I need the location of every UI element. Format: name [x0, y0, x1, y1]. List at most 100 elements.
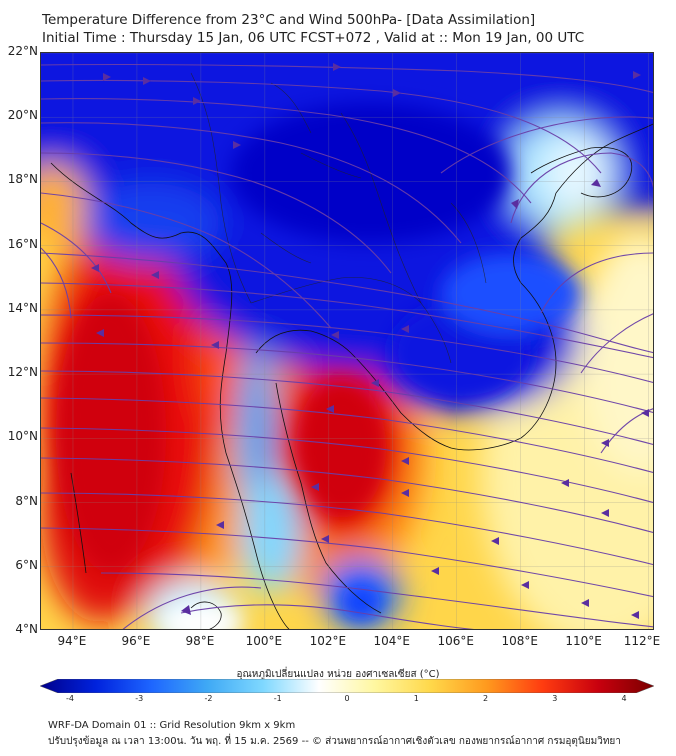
wind-arrow — [333, 63, 341, 71]
country-borders — [190, 72, 487, 364]
latitude-label: 20°N — [7, 108, 38, 123]
colorbar-tick-label: -4 — [66, 694, 74, 703]
wind-arrow — [511, 199, 519, 209]
streamline — [510, 152, 653, 224]
streamline — [41, 98, 532, 204]
longitude-label: 108°E — [501, 634, 538, 648]
wind-arrow — [211, 341, 219, 349]
wind-arrow — [601, 439, 609, 447]
wind-arrow — [491, 537, 499, 545]
streamline — [180, 604, 475, 629]
wind-arrow — [371, 379, 379, 387]
wind-arrow — [331, 331, 339, 339]
wind-arrow — [401, 457, 409, 465]
streamline — [41, 247, 72, 319]
wind-arrow — [401, 325, 409, 333]
streamline — [41, 527, 653, 598]
streamline — [41, 397, 653, 474]
colorbar-tick-label: -1 — [273, 694, 282, 703]
latitude-label: 18°N — [7, 172, 38, 187]
streamline — [41, 370, 653, 446]
colorbar — [40, 679, 654, 693]
footer-domain-info: WRF-DA Domain 01 :: Grid Resolution 9km … — [48, 720, 296, 731]
latitude-label: 4°N — [15, 622, 38, 636]
wind-arrow — [521, 581, 529, 589]
longitude-label: 110°E — [565, 634, 602, 648]
wind-arrow — [601, 509, 609, 517]
wind-arrow — [193, 97, 201, 105]
streamline — [41, 63, 653, 94]
streamline — [100, 572, 653, 628]
map-title-line1: Temperature Difference from 23°C and Win… — [42, 12, 536, 28]
streamline — [122, 586, 262, 629]
wind-arrow — [393, 89, 401, 97]
longitude-label: 94°E — [57, 634, 87, 648]
colorbar-tick-label: -2 — [204, 694, 213, 703]
temperature-field-detail — [56, 103, 581, 629]
colorbar-tick-label: 2 — [482, 694, 489, 703]
graticule — [41, 53, 653, 629]
streamline — [41, 492, 653, 566]
latitude-label: 8°N — [15, 493, 38, 508]
latitude-label: 6°N — [15, 557, 38, 572]
wind-arrow — [103, 73, 111, 81]
wind-arrow — [591, 179, 601, 187]
streamline — [41, 192, 332, 329]
longitude-label: 98°E — [185, 634, 215, 648]
streamline — [41, 427, 653, 504]
temperature-wind-map — [40, 52, 654, 630]
wind-arrow — [631, 611, 639, 619]
streamline — [41, 457, 653, 534]
streamline — [41, 282, 653, 359]
colorbar-title: อุณหภูมิเปลี่ยนแปลง หน่วย องศาเซลเซียส (… — [236, 669, 440, 680]
longitude-label: 100°E — [245, 634, 283, 648]
wind-arrow — [401, 489, 409, 497]
colorbar-gradient — [40, 679, 654, 693]
streamline — [540, 252, 653, 314]
colorbar-tick-label: 0 — [344, 694, 350, 703]
latitude-label: 14°N — [7, 300, 38, 315]
wind-arrow — [581, 599, 589, 607]
wind-arrow — [641, 409, 649, 417]
map-canvas — [41, 53, 653, 629]
longitude-label: 104°E — [373, 634, 411, 648]
wind-arrow — [561, 479, 569, 487]
wind-arrow — [143, 77, 151, 85]
longitude-label: 96°E — [121, 634, 151, 648]
colorbar-tick-label: 4 — [621, 694, 627, 703]
streamline — [41, 342, 653, 414]
wind-arrowheads — [91, 63, 649, 619]
map-title-line2: Initial Time : Thursday 15 Jan, 06 UTC F… — [42, 30, 585, 46]
wind-arrow — [216, 521, 224, 529]
wind-arrow — [181, 605, 191, 615]
streamline — [580, 313, 653, 374]
wind-arrow — [233, 141, 241, 149]
wind-arrow — [91, 264, 99, 272]
wind-streamlines — [41, 63, 653, 629]
wind-arrow — [96, 329, 104, 337]
streamline — [41, 122, 462, 244]
streamline — [41, 252, 653, 354]
wind-arrow — [326, 405, 334, 413]
latitude-label: 10°N — [7, 429, 38, 444]
wind-arrow — [321, 535, 329, 543]
latitude-label: 22°N — [7, 44, 38, 58]
wind-arrow — [151, 271, 159, 279]
longitude-label: 112°E — [623, 634, 661, 648]
colorbar-tick-label: 3 — [552, 694, 558, 703]
streamline — [41, 314, 653, 384]
streamline — [41, 152, 392, 274]
footer-update-info: ปรับปรุงข้อมูล ณ เวลา 13:00น. วัน พฤ. ที… — [48, 736, 621, 747]
latitude-label: 12°N — [7, 365, 38, 380]
coastlines — [50, 123, 653, 629]
streamline — [41, 222, 112, 294]
latitude-label: 16°N — [7, 236, 38, 251]
longitude-label: 102°E — [309, 634, 347, 648]
colorbar-tick-label: -3 — [135, 694, 144, 703]
longitude-label: 106°E — [437, 634, 474, 648]
wind-arrow — [633, 71, 641, 79]
colorbar-tick-label: 1 — [413, 694, 419, 703]
wind-arrow — [431, 567, 439, 575]
streamline — [440, 116, 653, 174]
wind-arrow — [311, 483, 319, 491]
